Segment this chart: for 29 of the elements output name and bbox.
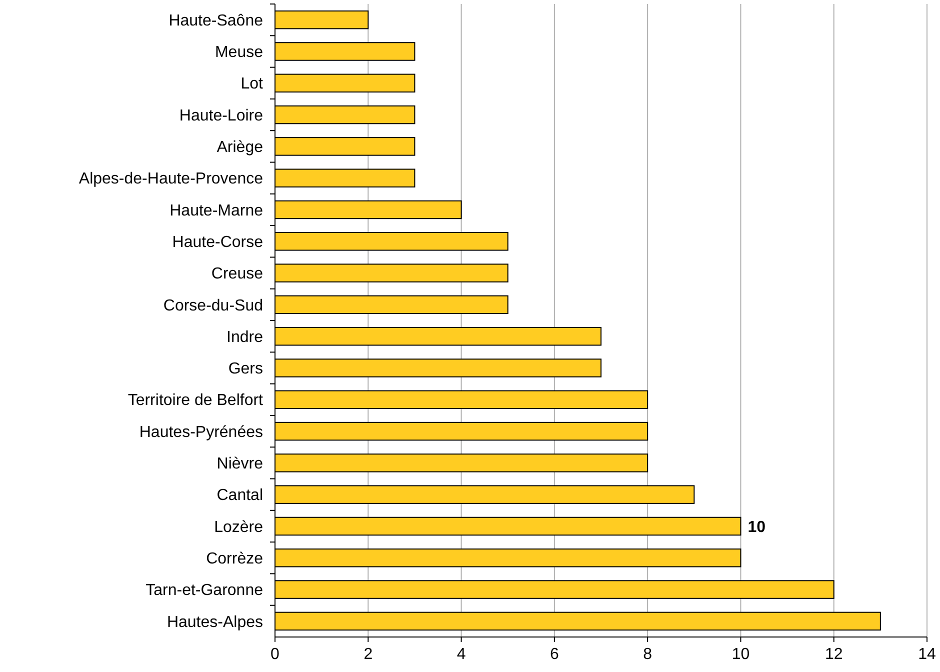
- x-tick-label: 0: [270, 646, 280, 663]
- y-tick-label: Indre: [226, 328, 264, 346]
- y-tick-label: Tarn-et-Garonne: [146, 582, 264, 600]
- y-tick-label: Hautes-Pyrénées: [139, 424, 263, 441]
- x-tick-label: 2: [364, 646, 373, 663]
- y-tick-label: Hautes-Alpes: [166, 614, 263, 631]
- x-tick-label: 4: [456, 646, 466, 663]
- y-tick-label: Cantal: [216, 487, 263, 504]
- y-tick-label: Alpes-de-Haute-Provence: [78, 170, 264, 188]
- y-tick-label: Gers: [228, 360, 263, 378]
- y-tick-label: Meuse: [214, 44, 264, 62]
- y-tick-label: Haute-Saône: [168, 12, 264, 30]
- x-tick-label: 12: [824, 646, 843, 663]
- y-tick-label: Haute-Loire: [179, 107, 264, 124]
- x-tick-label: 14: [918, 646, 936, 663]
- y-tick-label: Lozère: [214, 518, 264, 536]
- x-tick-label: 6: [550, 646, 559, 663]
- x-tick-label: 10: [732, 646, 750, 663]
- x-tick-label: 8: [643, 646, 652, 663]
- y-tick-label: Lot: [240, 76, 264, 93]
- data-label: 10: [748, 518, 766, 536]
- y-tick-label: Haute-Corse: [172, 234, 264, 251]
- y-tick-label: Creuse: [211, 266, 264, 283]
- y-tick-label: Corrèze: [206, 550, 264, 568]
- y-tick-label: Ariège: [216, 139, 264, 156]
- y-tick-label: Nièvre: [216, 456, 264, 473]
- y-tick-label: Corse-du-Sud: [163, 297, 263, 314]
- y-tick-label: Territoire de Belfort: [128, 392, 264, 410]
- y-tick-label: Haute-Marne: [170, 202, 264, 220]
